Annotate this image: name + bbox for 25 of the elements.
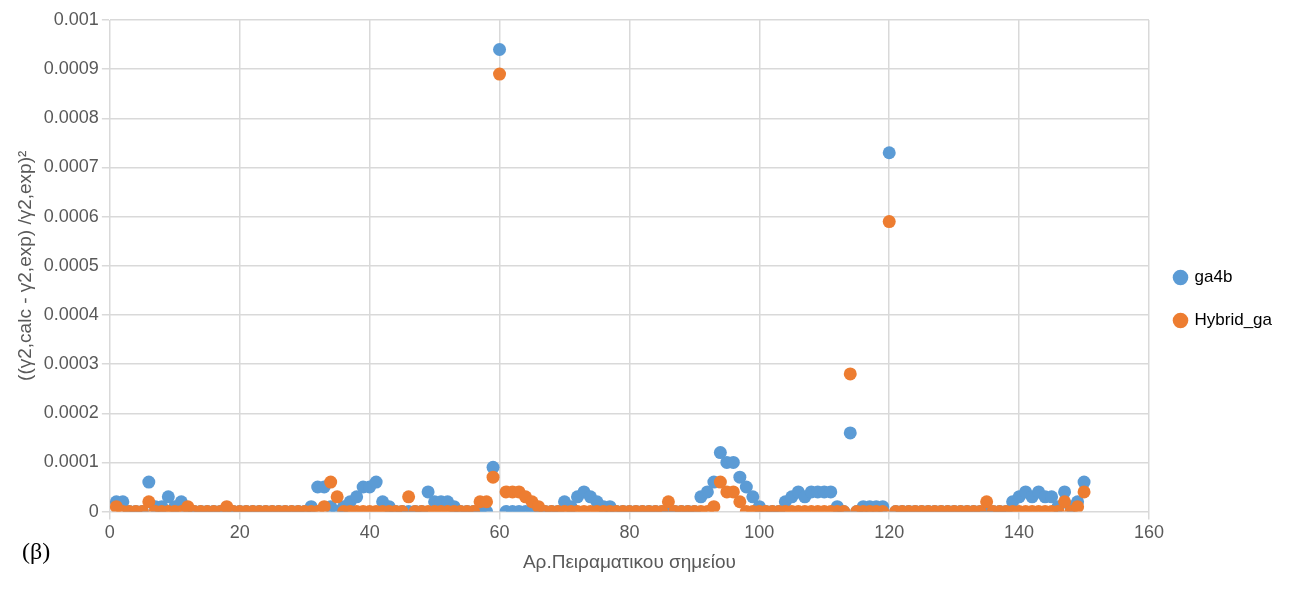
- x-tick-label: 80: [619, 522, 640, 543]
- y-tick-label: 0.0001: [43, 451, 99, 472]
- x-tick-label: 140: [1004, 522, 1035, 543]
- y-tick-label: 0.0005: [43, 254, 99, 275]
- y-tick-label: 0: [88, 500, 99, 521]
- x-tick-label: 0: [104, 522, 115, 543]
- y-tick-label: 0.0002: [43, 402, 99, 423]
- y-tick-label: 0.0004: [43, 303, 99, 324]
- y-tick-label: 0.0009: [43, 58, 99, 79]
- x-tick-label: 60: [489, 522, 510, 543]
- x-tick-label: 160: [1133, 522, 1165, 543]
- y-tick-label: 0.0006: [43, 205, 99, 226]
- y-tick-label: 0.0003: [43, 353, 99, 374]
- legend-label: ga4b: [1194, 267, 1233, 287]
- y-tick-label: 0.0008: [43, 107, 99, 128]
- y-tick-label: 0.0007: [43, 156, 99, 177]
- x-tick-label: 100: [744, 522, 775, 543]
- x-tick-label: 120: [874, 522, 905, 543]
- x-tick-label: 20: [229, 522, 250, 543]
- legend-label: Hybrid_ga: [1194, 310, 1273, 330]
- x-tick-label: 40: [359, 522, 380, 543]
- x-axis-title: Αρ.Πειραματικου σημείου: [522, 550, 736, 572]
- y-axis-title: ((γ2,calc - γ2,exp) /γ2,exp)²: [13, 150, 35, 381]
- y-tick-label: 0.001: [53, 8, 99, 29]
- text: (β): [22, 538, 51, 565]
